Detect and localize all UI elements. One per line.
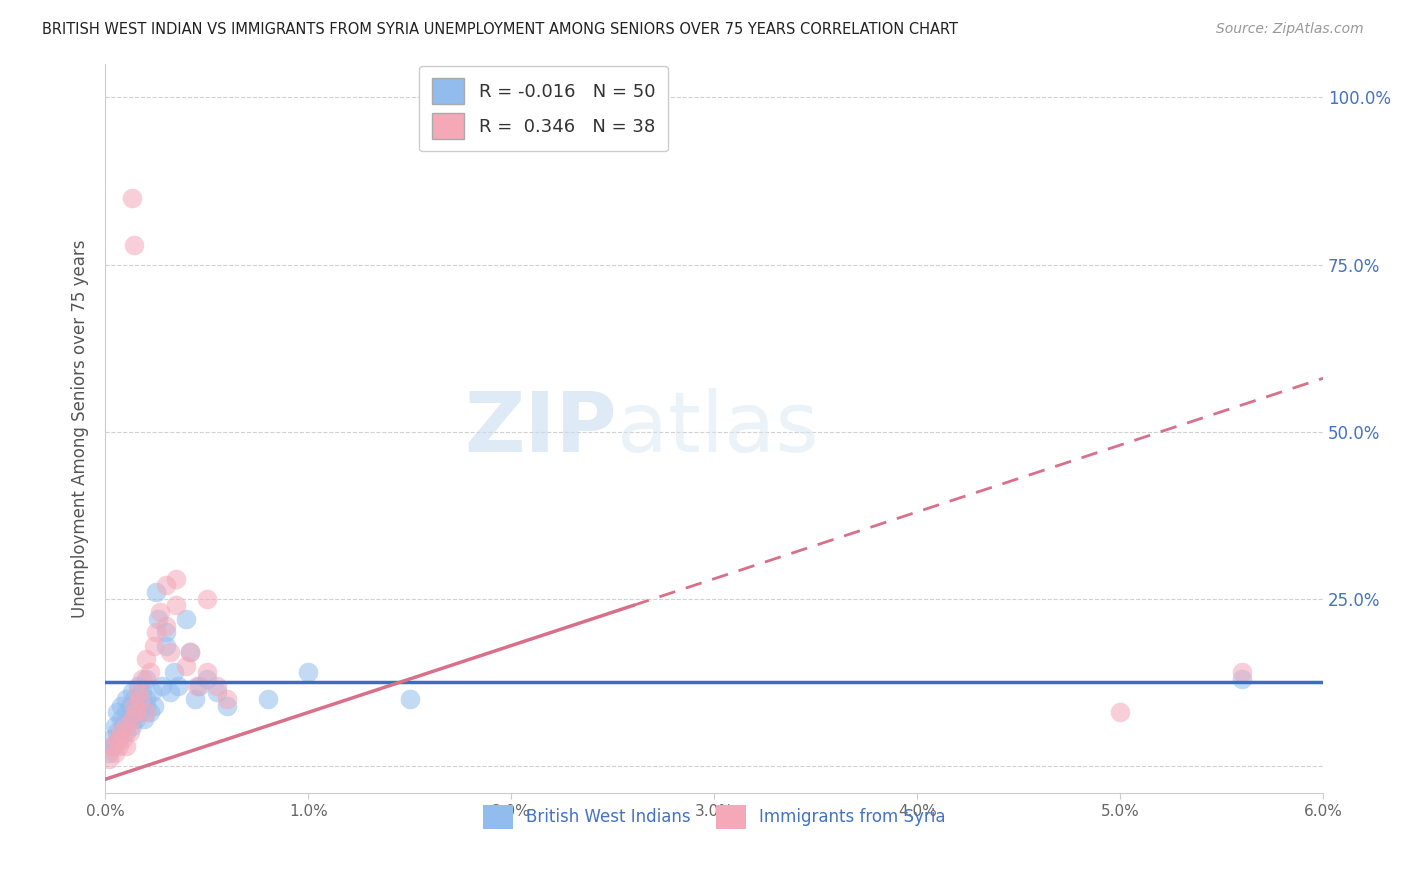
Point [215, 692, 238, 706]
Point [149, 605, 172, 619]
Point [1230, 672, 1253, 686]
Point [1109, 706, 1132, 720]
Point [128, 706, 150, 720]
Point [105, 732, 128, 747]
Point [215, 698, 238, 713]
Point [179, 645, 201, 659]
Point [297, 665, 319, 680]
Point [110, 698, 132, 713]
Point [127, 685, 149, 699]
Point [118, 698, 141, 713]
Point [155, 578, 177, 592]
Point [122, 698, 145, 713]
Point [121, 719, 143, 733]
Point [114, 719, 136, 733]
Point [128, 692, 150, 706]
Point [183, 692, 205, 706]
Point [110, 725, 132, 739]
Y-axis label: Unemployment Among Seniors over 75 years: Unemployment Among Seniors over 75 years [72, 239, 89, 617]
Point [205, 685, 228, 699]
Point [105, 725, 128, 739]
Point [122, 706, 145, 720]
Point [114, 692, 136, 706]
Point [127, 698, 149, 713]
Point [205, 679, 228, 693]
Point [114, 725, 136, 739]
Point [398, 692, 420, 706]
Point [132, 712, 155, 726]
Point [121, 712, 143, 726]
Text: BRITISH WEST INDIAN VS IMMIGRANTS FROM SYRIA UNEMPLOYMENT AMONG SENIORS OVER 75 : BRITISH WEST INDIAN VS IMMIGRANTS FROM S… [42, 22, 957, 37]
Point [114, 739, 136, 753]
Point [141, 685, 163, 699]
Point [139, 665, 162, 680]
Point [114, 706, 136, 720]
Point [127, 679, 149, 693]
Point [167, 679, 190, 693]
Point [165, 572, 187, 586]
Point [103, 739, 125, 753]
Point [122, 692, 145, 706]
Point [98, 752, 121, 766]
Point [256, 692, 278, 706]
Point [103, 739, 125, 753]
Point [105, 706, 128, 720]
Point [146, 612, 169, 626]
Point [135, 652, 157, 666]
Point [135, 706, 157, 720]
Point [145, 625, 167, 640]
Point [110, 712, 132, 726]
Point [165, 599, 187, 613]
Point [135, 692, 157, 706]
Point [118, 712, 141, 726]
Point [176, 658, 198, 673]
Point [139, 706, 162, 720]
Point [104, 746, 127, 760]
Point [122, 237, 145, 252]
Point [98, 746, 121, 760]
Point [142, 698, 165, 713]
Point [187, 679, 209, 693]
Text: atlas: atlas [617, 388, 818, 469]
Point [176, 612, 198, 626]
Point [195, 591, 218, 606]
Legend: British West Indians, Immigrants from Syria: British West Indians, Immigrants from Sy… [477, 798, 952, 835]
Point [131, 672, 153, 686]
Point [118, 725, 141, 739]
Point [108, 739, 131, 753]
Point [131, 685, 153, 699]
Point [159, 645, 181, 659]
Point [135, 698, 157, 713]
Point [155, 625, 177, 640]
Point [124, 706, 146, 720]
Text: Source: ZipAtlas.com: Source: ZipAtlas.com [1216, 22, 1364, 37]
Point [155, 618, 177, 632]
Point [186, 679, 208, 693]
Point [124, 712, 146, 726]
Point [121, 191, 143, 205]
Point [100, 732, 122, 747]
Point [195, 672, 218, 686]
Point [150, 679, 173, 693]
Point [163, 665, 186, 680]
Point [142, 639, 165, 653]
Point [104, 719, 127, 733]
Point [108, 732, 131, 747]
Point [155, 639, 177, 653]
Point [195, 665, 218, 680]
Point [179, 645, 201, 659]
Point [135, 672, 157, 686]
Point [1230, 665, 1253, 680]
Point [121, 685, 143, 699]
Point [112, 732, 135, 747]
Point [145, 585, 167, 599]
Point [112, 719, 135, 733]
Point [159, 685, 181, 699]
Text: ZIP: ZIP [464, 388, 617, 469]
